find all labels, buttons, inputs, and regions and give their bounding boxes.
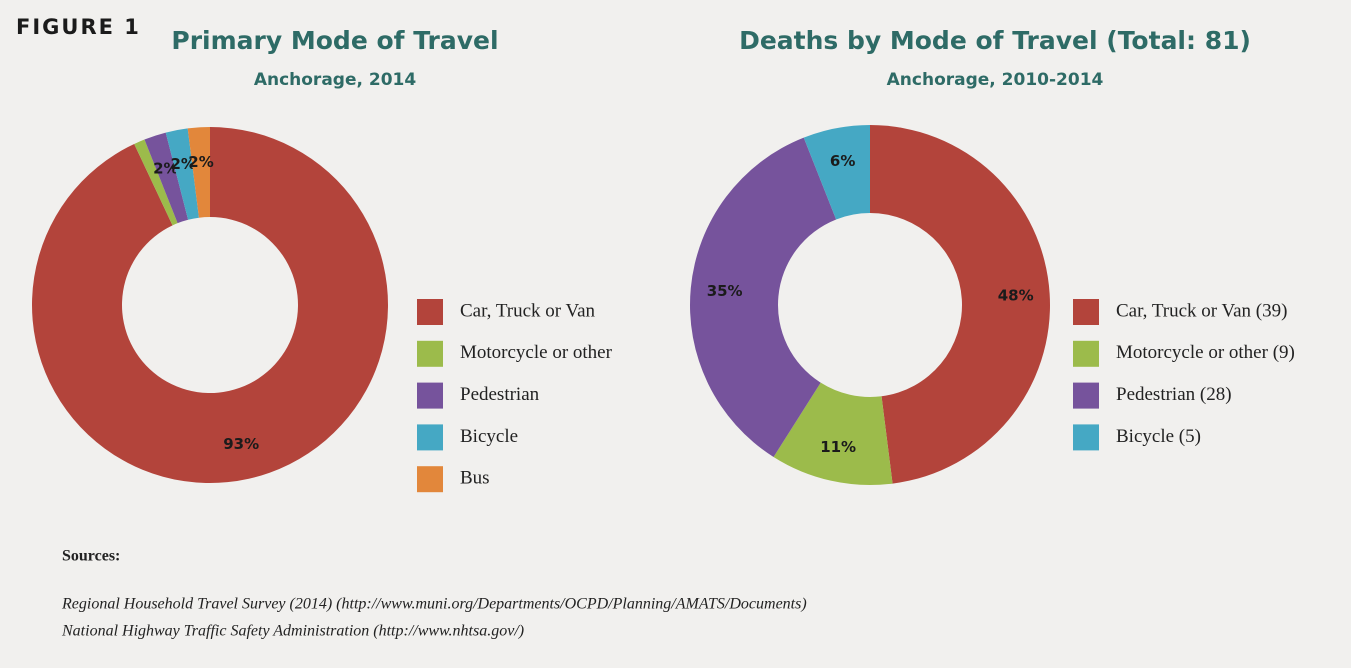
source: National Highway Traffic Safety Administ… (61, 623, 524, 640)
value-label: 2% (188, 153, 213, 171)
legend-swatch (417, 299, 443, 325)
legend-swatch (1073, 340, 1099, 367)
slice (165, 128, 199, 220)
value-label: 93% (223, 435, 259, 453)
legend-swatch (1073, 382, 1099, 409)
legend-label: Motorcycle or other (460, 342, 613, 363)
legend-swatch (1073, 424, 1099, 451)
legend-label: Pedestrian (460, 384, 540, 405)
slice (773, 382, 893, 486)
legend-swatch (417, 424, 443, 451)
legend-label: Car, Truck or Van (39) (1116, 300, 1287, 321)
slice (803, 125, 870, 220)
value-label: 11% (820, 438, 856, 456)
legend-label: Bicycle (460, 426, 518, 447)
legend-label: Car, Truck or Van (460, 300, 596, 321)
slice (870, 125, 1051, 484)
legend-label: Pedestrian (28) (1116, 384, 1232, 405)
value-label: 35% (707, 282, 743, 300)
value-label: 2% (153, 159, 178, 177)
value-label: 2% (170, 155, 195, 173)
legend-swatch (417, 382, 443, 409)
legend-label: Motorcycle or other (9) (1116, 342, 1295, 363)
sources-heading: Sources: (62, 548, 120, 565)
value-label: 6% (830, 152, 855, 170)
chart-subtitle: Anchorage, 2010-2014 (887, 70, 1104, 90)
chart-title: Deaths by Mode of Travel (Total: 81) (739, 26, 1251, 55)
source: Regional Household Travel Survey (2014) … (61, 596, 807, 613)
legend-swatch (417, 340, 443, 367)
slice (144, 132, 189, 224)
legend-swatch (417, 466, 443, 493)
slice (31, 127, 388, 483)
chart-title: Primary Mode of Travel (171, 26, 498, 55)
legend-label: Bus (460, 468, 490, 489)
slice (134, 139, 178, 226)
slice (689, 137, 837, 457)
slice (187, 127, 210, 218)
figure-label: FIGURE 1 (16, 15, 141, 39)
chart-subtitle: Anchorage, 2014 (254, 70, 417, 90)
legend-label: Bicycle (5) (1116, 426, 1201, 447)
value-label: 48% (998, 286, 1034, 304)
legend-swatch (1073, 299, 1099, 325)
